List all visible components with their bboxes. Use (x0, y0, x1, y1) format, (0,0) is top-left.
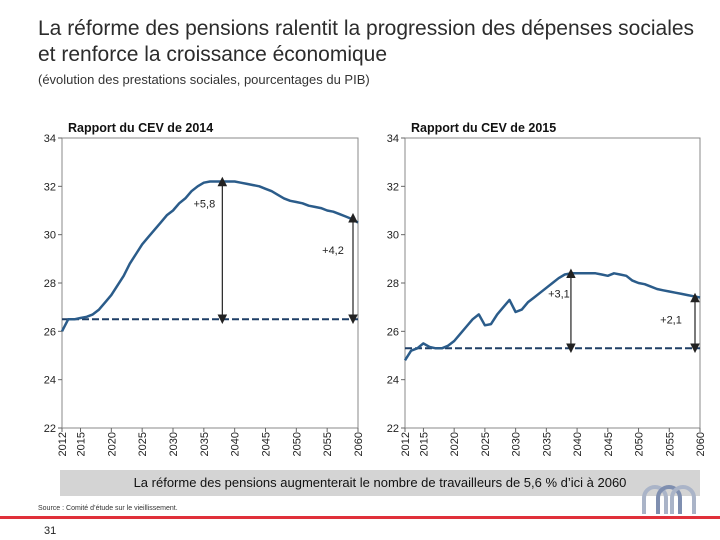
series-line (403, 272, 701, 361)
annotation-label: +3,1 (548, 288, 570, 300)
x-tick-label: 2040 (230, 432, 242, 456)
chart-caption: La réforme des pensions augmenterait le … (60, 470, 700, 496)
y-tick-label: 28 (387, 278, 399, 290)
x-tick-label: 2012 (57, 432, 69, 456)
annotation-label: +4,2 (322, 245, 344, 257)
y-tick-label: 30 (387, 230, 399, 242)
x-tick-label: 2020 (449, 432, 461, 456)
source-note: Source : Comité d’étude sur le vieilliss… (38, 505, 178, 512)
x-tick-label: 2055 (664, 432, 676, 456)
x-tick-label: 2025 (137, 432, 149, 456)
x-tick-label: 2060 (353, 432, 365, 456)
y-tick-label: 24 (387, 375, 399, 387)
x-tick-label: 2035 (199, 432, 211, 456)
x-tick-label: 2025 (480, 432, 492, 456)
y-tick-label: 34 (44, 133, 56, 145)
x-tick-label: 2035 (541, 432, 553, 456)
y-tick-label: 26 (44, 326, 56, 338)
page-number: 31 (44, 525, 57, 537)
x-tick-label: 2045 (603, 432, 615, 456)
charts-area: 22 24 26 28 30 32 34 2012 2015 2020 2025 2030 2035 20… (44, 121, 707, 456)
y-tick-label: 32 (44, 181, 56, 193)
footer-accent-bar (0, 516, 720, 519)
x-tick-label: 2030 (168, 432, 180, 456)
annotation-label: +2,1 (660, 315, 682, 327)
institution-logo-icon (642, 485, 696, 514)
x-tick-label: 2055 (322, 432, 334, 456)
annotation-label: +5,8 (193, 199, 215, 211)
y-tick-label: 22 (44, 423, 56, 435)
y-tick-label: 32 (387, 181, 399, 193)
x-tick-label: 2030 (511, 432, 523, 456)
x-tick-label: 2015 (418, 432, 430, 456)
y-tick-label: 26 (387, 326, 399, 338)
chart-title: Rapport du CEV de 2015 (411, 121, 556, 135)
series-line (60, 180, 359, 332)
x-tick-label: 2050 (634, 432, 646, 456)
x-tick-label: 2060 (695, 432, 707, 456)
x-tick-label: 2040 (572, 432, 584, 456)
y-tick-label: 34 (387, 133, 399, 145)
chart-title: Rapport du CEV de 2014 (68, 121, 213, 135)
y-tick-label: 30 (44, 230, 56, 242)
slide-title: La réforme des pensions ralentit la prog… (38, 17, 695, 66)
y-tick-label: 28 (44, 278, 56, 290)
x-tick-label: 2012 (400, 432, 412, 456)
y-tick-label: 22 (387, 423, 399, 435)
slide-subtitle: (évolution des prestations sociales, pou… (38, 72, 370, 87)
y-tick-label: 24 (44, 375, 56, 387)
x-tick-label: 2045 (261, 432, 273, 456)
x-tick-label: 2050 (291, 432, 303, 456)
x-tick-label: 2015 (76, 432, 88, 456)
x-tick-label: 2020 (106, 432, 118, 456)
